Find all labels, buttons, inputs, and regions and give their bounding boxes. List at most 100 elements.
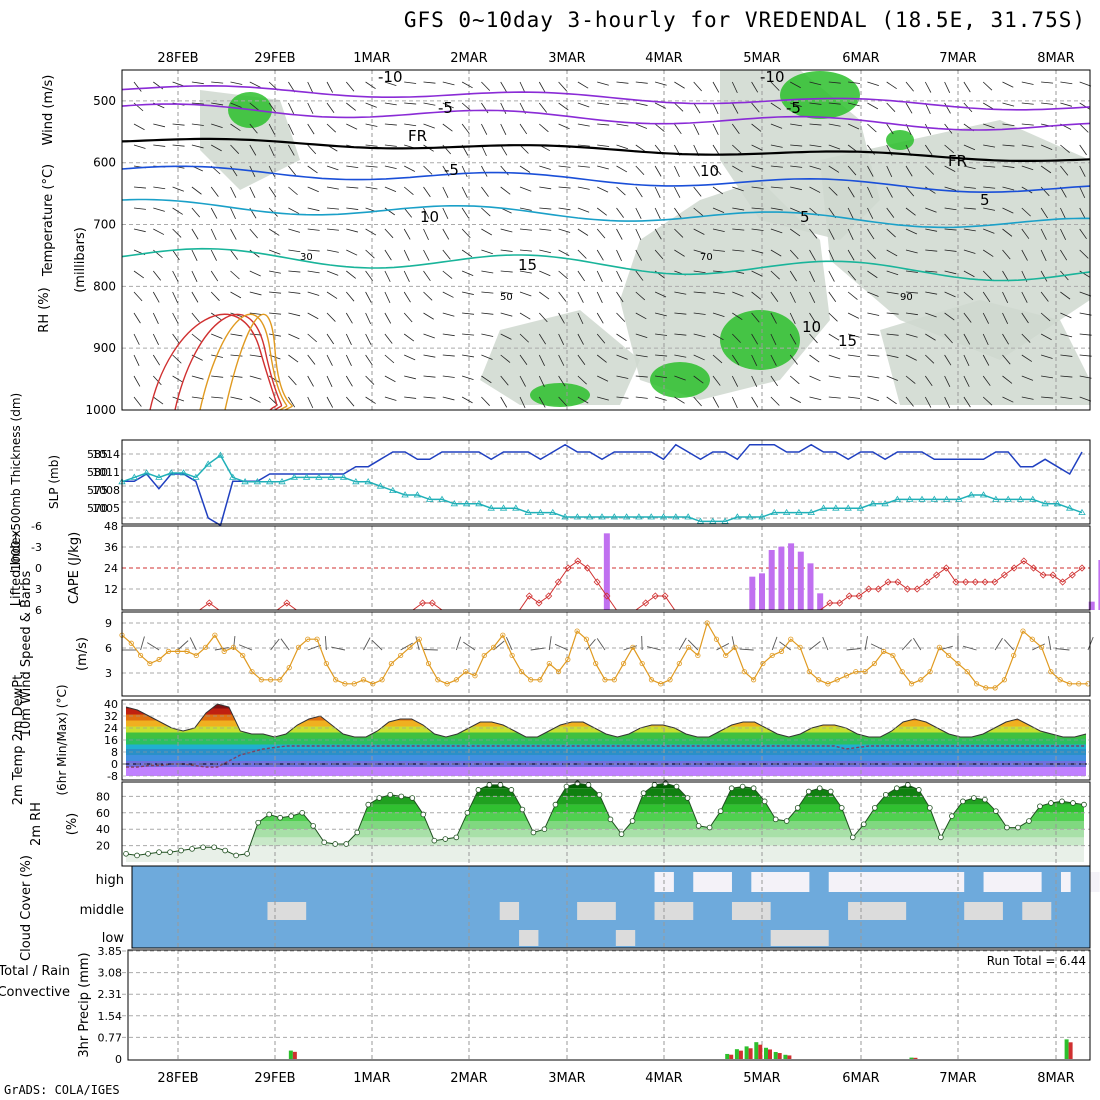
wind-barb <box>249 228 258 239</box>
wind-barb <box>442 270 453 279</box>
wind-barb <box>403 249 410 262</box>
rh-marker <box>332 841 339 847</box>
wind-barb <box>905 396 914 407</box>
wind-barb <box>790 165 803 168</box>
wind-barb <box>403 291 411 303</box>
wind-barb <box>230 333 243 337</box>
wind-barb <box>1021 102 1034 105</box>
wind-barb <box>461 207 469 219</box>
thickness-marker <box>1004 495 1012 502</box>
wind-barb <box>982 270 992 280</box>
wind-barb <box>693 228 705 235</box>
wind-barb <box>269 270 281 274</box>
rh-marker <box>1026 818 1032 824</box>
wind-barb <box>133 123 145 131</box>
wind-speed-marker <box>509 652 515 659</box>
wind-speed-marker <box>760 660 766 667</box>
wind-barb <box>326 375 333 388</box>
li-marker <box>525 592 533 600</box>
rh-marker <box>552 801 559 808</box>
wind-barb <box>789 333 797 345</box>
rh-marker <box>288 813 294 819</box>
wind-tick: 9 <box>105 617 112 630</box>
thickness-tick: 580 <box>87 466 108 479</box>
wind-barb-10m <box>1087 636 1094 651</box>
rh-marker <box>728 785 735 791</box>
thickness-marker <box>992 495 1000 502</box>
wind-barb <box>789 228 801 237</box>
wind-barb <box>404 102 417 105</box>
thickness-marker <box>438 495 446 502</box>
wind-barb <box>751 375 758 387</box>
cape-li-panel: 6 3 0 -3 -6 12 24 36 48 Lifted Index CAPE (J/kg) <box>9 520 1100 617</box>
wind-barb <box>365 291 372 303</box>
wind-barb <box>1060 291 1071 300</box>
wind-barb <box>1079 186 1086 199</box>
wind-barb <box>538 354 545 366</box>
wind-barb <box>269 333 281 337</box>
wind-barb <box>1060 249 1068 261</box>
thickness-marker <box>598 513 606 520</box>
wind-barb <box>674 312 687 315</box>
wind-barb <box>384 165 397 170</box>
rh-marker <box>849 834 856 841</box>
wind-barb <box>191 81 204 85</box>
wind-speed-marker <box>676 660 682 667</box>
wind-barb <box>1079 102 1091 110</box>
wind-barb <box>867 333 880 336</box>
wind-barb <box>1079 207 1086 219</box>
wind-barb-10m <box>822 636 829 651</box>
wind-barb <box>133 270 145 279</box>
date-label-bottom: 5MAR <box>743 1071 780 1086</box>
wind-barb <box>905 249 918 254</box>
wind-barb <box>654 291 667 298</box>
wind-barb <box>635 207 642 219</box>
wind-barb-10m <box>901 639 912 651</box>
thickness-label: 1000~500mb Thickness (dm) <box>9 393 23 571</box>
wind-barb <box>210 291 220 301</box>
rh-shade-area <box>820 120 1090 360</box>
temp-label: 2m Temp 2m DewPt <box>11 675 26 806</box>
wind-barb <box>500 291 513 295</box>
wind-barb <box>674 123 682 135</box>
li-marker <box>903 585 912 593</box>
rain-bar <box>754 1042 759 1059</box>
convective-bar <box>729 1054 734 1059</box>
thickness-marker <box>647 513 655 520</box>
wind-barb <box>597 102 610 106</box>
wind-barb <box>346 228 359 233</box>
wind-barb <box>1040 291 1049 302</box>
wind-barb <box>982 249 994 257</box>
wind-barb <box>230 375 243 378</box>
wind-barb <box>732 207 745 211</box>
precip-tick: 0.77 <box>98 1031 123 1044</box>
wind-barb <box>867 165 874 177</box>
wind-barb <box>847 123 860 130</box>
wind-barb <box>288 354 299 363</box>
wind-barb <box>307 123 315 135</box>
wind-barb <box>230 186 237 198</box>
wind-barb <box>809 144 822 148</box>
wind-speed-marker <box>147 660 153 667</box>
temp-tick: 16 <box>104 734 118 747</box>
thickness-marker <box>1053 500 1062 507</box>
wind-barb <box>616 312 626 322</box>
thickness-marker <box>192 473 200 480</box>
isotherm-15 <box>121 247 1091 282</box>
wind-barb <box>1021 249 1028 261</box>
wind-barb <box>886 291 899 295</box>
warm-contour <box>174 313 283 411</box>
wind-barb <box>616 165 628 173</box>
wind-barb <box>152 312 159 325</box>
wind-barb <box>346 165 359 169</box>
wind-barb <box>770 249 782 257</box>
wind-speed-marker <box>1057 677 1063 683</box>
temp-band <box>126 732 1086 739</box>
wind-barb <box>133 291 143 302</box>
wind-barb <box>809 186 821 193</box>
wind-speed-marker <box>305 636 311 642</box>
wind-barb <box>172 375 184 383</box>
wind-barb <box>345 81 355 92</box>
date-label-bottom: 6MAR <box>842 1071 879 1086</box>
rh-marker <box>266 811 272 818</box>
